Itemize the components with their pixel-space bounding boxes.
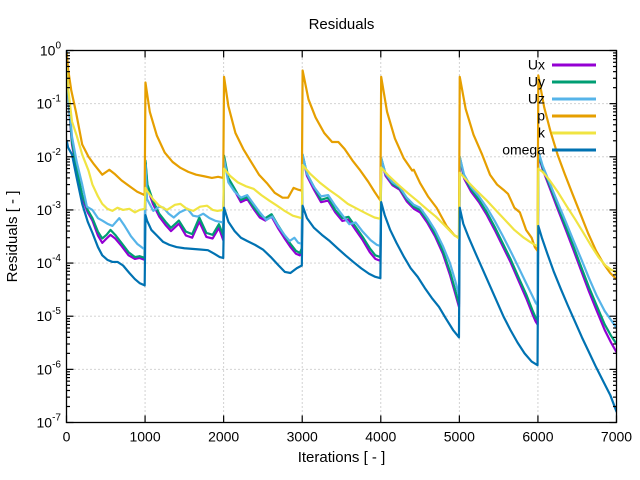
legend-item-omega: omega [502, 142, 596, 158]
axes-and-ticks: 0 1000 2000 3000 4000 5000 6000 7000 100 10-1 10-2… [37, 41, 633, 445]
y-tick-label: 10-6 [37, 359, 62, 377]
y-tick-label: 10-2 [37, 147, 62, 165]
x-tick-label: 3000 [287, 429, 318, 445]
series-curves [66, 50, 617, 413]
chart-title: Residuals [309, 16, 375, 33]
y-axis-label: Residuals [ - ] [4, 191, 21, 283]
x-tick-label: 2000 [208, 429, 239, 445]
legend-item-k: k [538, 125, 596, 141]
plot-border [65, 49, 618, 424]
legend-item-p: p [537, 108, 596, 124]
series-line-omega [66, 139, 617, 413]
x-tick-label: 7000 [601, 429, 632, 445]
legend-item-Uy: Uy [528, 74, 596, 90]
x-tick-label: 6000 [522, 429, 553, 445]
legend-item-Ux: Ux [528, 57, 596, 73]
legend-label: Ux [528, 57, 545, 73]
y-tick-label: 10-4 [37, 253, 62, 271]
legend-label: omega [502, 142, 545, 158]
x-tick-label: 4000 [365, 429, 396, 445]
y-tick-label: 10-7 [37, 413, 62, 431]
legend-label: k [538, 125, 546, 141]
y-tick-label: 100 [40, 41, 62, 59]
legend-label: Uy [528, 74, 545, 90]
series-line-k [66, 65, 617, 276]
y-tick-label: 10-1 [37, 94, 62, 112]
y-tick-label: 10-3 [37, 200, 62, 218]
x-axis-label: Iterations [ - ] [298, 449, 386, 466]
legend-label: p [537, 108, 545, 124]
legend-item-Uz: Uz [528, 91, 596, 107]
legend-label: Uz [528, 91, 545, 107]
x-tick-label: 0 [63, 429, 71, 445]
x-tick-label: 5000 [444, 429, 475, 445]
series-line-p [66, 51, 617, 281]
x-tick-label: 1000 [129, 429, 160, 445]
y-tick-label: 10-5 [37, 306, 62, 324]
